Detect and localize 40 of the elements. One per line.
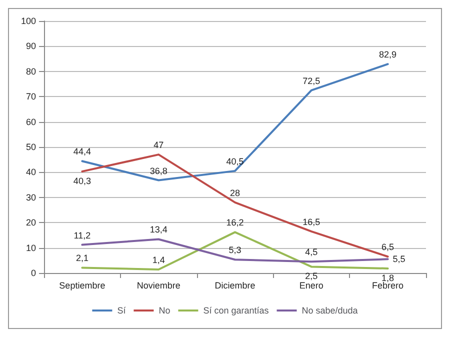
data-label: 16,2	[226, 218, 244, 228]
data-label: 11,2	[74, 230, 91, 240]
data-label: 40,3	[73, 176, 91, 186]
legend-label: Sí con garantías	[203, 306, 270, 316]
x-tick-label: Enero	[299, 280, 324, 290]
data-label: 2,5	[305, 271, 318, 282]
legend-label: No	[158, 306, 170, 316]
data-label: 1,4	[152, 254, 165, 265]
y-tick-label: 70	[26, 92, 36, 102]
y-tick-label: 90	[26, 41, 36, 52]
x-tick-label: Febrero	[372, 280, 404, 290]
data-label: 5,3	[228, 245, 242, 256]
y-tick-label: 80	[26, 66, 36, 76]
data-label: 5,5	[392, 254, 406, 264]
y-tick-label: 30	[26, 192, 36, 202]
y-tick-label: 60	[26, 116, 36, 127]
data-label: 36,8	[150, 166, 168, 176]
data-label: 44,4	[73, 146, 91, 157]
data-label: 1,8	[382, 272, 394, 283]
legend-label: No sabe/duda	[302, 306, 358, 316]
legend-label: Sí	[117, 306, 126, 316]
x-tick-label: Noviembre	[136, 280, 180, 290]
data-label: 40,5	[226, 156, 244, 166]
data-label: 4,5	[305, 247, 318, 258]
data-label: 72,5	[302, 76, 320, 86]
x-tick-label: Diciembre	[214, 280, 256, 290]
data-label: 16,5	[302, 216, 320, 227]
data-label: 82,9	[379, 50, 397, 60]
y-tick-label: 20	[26, 218, 36, 228]
data-label: 13,4	[150, 224, 168, 235]
data-label: 6,5	[382, 242, 394, 252]
y-tick-label: 50	[26, 142, 36, 152]
x-tick-label: Septiembre	[59, 280, 106, 290]
y-tick-label: 10	[26, 242, 36, 253]
y-tick-label: 0	[30, 268, 36, 278]
y-tick-label: 100	[20, 16, 36, 26]
data-label: 28	[230, 188, 240, 198]
data-label: 2,1	[76, 253, 88, 264]
data-label: 47	[154, 140, 164, 150]
y-tick-label: 40	[26, 167, 36, 178]
